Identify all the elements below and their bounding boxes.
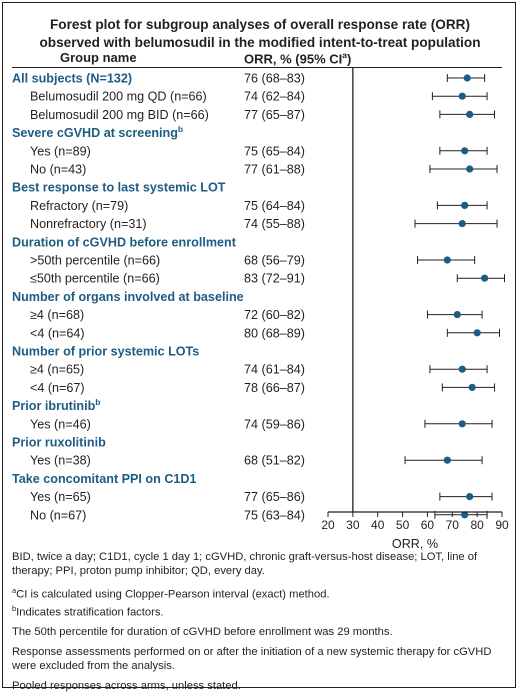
- point-estimate-marker: [458, 420, 466, 428]
- footnote-a-text: CI is calculated using Clopper-Pearson i…: [16, 588, 330, 601]
- subgroup-header: Number of prior systemic LOTs: [12, 345, 199, 359]
- point-estimate-marker: [461, 201, 469, 209]
- subgroup-label: Nonrefractory (n=31): [30, 217, 147, 231]
- point-estimate-marker: [453, 311, 461, 319]
- point-estimate-marker: [461, 511, 469, 519]
- footnote-response: Response assessments performed on or aft…: [12, 646, 492, 673]
- orr-value: 77 (65–87): [244, 108, 305, 122]
- subgroup-label: Yes (n=38): [30, 454, 91, 468]
- footnote-b: bIndicates stratification factors.: [12, 602, 508, 620]
- orr-value: 74 (55–88): [244, 217, 305, 231]
- x-tick-label: 20: [321, 518, 335, 532]
- point-estimate-marker: [466, 110, 474, 118]
- orr-value: 75 (64–84): [244, 199, 305, 213]
- footnote-b-mark: b: [12, 603, 17, 613]
- subgroup-label: <4 (n=64): [30, 326, 85, 340]
- subgroup-header: Severe cGVHD at screeningb: [12, 124, 183, 140]
- x-tick-label: 90: [495, 518, 509, 532]
- point-estimate-marker: [466, 165, 474, 173]
- orr-value: 74 (62–84): [244, 90, 305, 104]
- point-estimate-marker: [481, 274, 489, 282]
- subgroup-header: Take concomitant PPI on C1D1: [12, 472, 197, 486]
- orr-value: 72 (60–82): [244, 308, 305, 322]
- chart-title-line-2: observed with belumosudil in the modifie…: [39, 35, 481, 50]
- x-axis-label: ORR, %: [392, 537, 438, 551]
- header-rule: [12, 67, 502, 68]
- point-estimate-marker: [443, 256, 451, 264]
- subgroup-label: No (n=67): [30, 508, 86, 522]
- subgroup-header: Prior ruxolitinib: [12, 436, 106, 450]
- orr-value: 77 (61–88): [244, 163, 305, 177]
- subgroup-header: Best response to last systemic LOT: [12, 181, 226, 195]
- x-tick-label: 80: [470, 518, 484, 532]
- subgroup-header: Number of organs involved at baseline: [12, 290, 244, 304]
- orr-value: 75 (63–84): [244, 508, 305, 522]
- point-estimate-marker: [458, 220, 466, 228]
- orr-value: 68 (56–79): [244, 254, 305, 268]
- orr-column-header: ORR, % (95% CIa): [244, 50, 351, 66]
- point-estimate-marker: [468, 383, 476, 391]
- subgroup-label: >50th percentile (n=66): [30, 254, 160, 268]
- orr-value: 68 (51–82): [244, 454, 305, 468]
- subgroup-header: All subjects (N=132): [12, 72, 132, 86]
- subgroup-label: ≤50th percentile (n=66): [30, 272, 160, 286]
- subgroup-label: <4 (n=67): [30, 381, 85, 395]
- footnote-percentile: The 50th percentile for duration of cGVH…: [12, 626, 393, 639]
- orr-header-close: ): [346, 51, 352, 67]
- subgroup-header: Prior ibrutinibb: [12, 397, 100, 413]
- orr-header-superscript: a: [342, 50, 347, 60]
- orr-value: 80 (68–89): [244, 326, 305, 340]
- subgroup-header: Duration of cGVHD before enrollment: [12, 235, 237, 249]
- footnote-a: aCI is calculated using Clopper-Pearson …: [12, 584, 508, 602]
- point-estimate-marker: [458, 92, 466, 100]
- orr-value: 75 (65–84): [244, 144, 305, 158]
- orr-value: 78 (66–87): [244, 381, 305, 395]
- x-tick-label: 40: [371, 518, 385, 532]
- orr-header-text: ORR, % (95% CI: [244, 51, 343, 67]
- footnote-b-text: Indicates stratification factors.: [16, 606, 164, 619]
- footnotes: BID, twice a day; C1D1, cycle 1 day 1; c…: [12, 550, 508, 699]
- x-tick-label: 30: [346, 518, 360, 532]
- subgroup-label: Yes (n=65): [30, 490, 91, 504]
- subgroup-label: Yes (n=89): [30, 144, 91, 158]
- point-estimate-marker: [463, 74, 471, 82]
- chart-title-line-1: Forest plot for subgroup analyses of ove…: [50, 17, 470, 32]
- footnote-a-mark: a: [12, 586, 17, 595]
- chart-title: Forest plot for subgroup analyses of ove…: [0, 16, 520, 52]
- subgroup-label: No (n=43): [30, 163, 86, 177]
- footnote-abbreviations: BID, twice a day; C1D1, cycle 1 day 1; c…: [12, 551, 478, 577]
- group-name-column-header: Group name: [60, 50, 137, 65]
- subgroup-label: Belumosudil 200 mg BID (n=66): [30, 108, 209, 122]
- orr-value: 83 (72–91): [244, 272, 305, 286]
- point-estimate-marker: [466, 493, 474, 501]
- point-estimate-marker: [473, 329, 481, 337]
- subgroup-label: Belumosudil 200 mg QD (n=66): [30, 90, 207, 104]
- x-tick-label: 70: [446, 518, 460, 532]
- orr-value: 76 (68–83): [244, 72, 305, 86]
- orr-value: 74 (59–86): [244, 417, 305, 431]
- orr-value: 77 (65–86): [244, 490, 305, 504]
- x-tick-label: 60: [421, 518, 435, 532]
- subgroup-label: Refractory (n=79): [30, 199, 128, 213]
- point-estimate-marker: [443, 456, 451, 464]
- footnote-pooled: Pooled responses across arms, unless sta…: [12, 680, 241, 693]
- point-estimate-marker: [461, 147, 469, 155]
- figure-frame: [2, 2, 516, 688]
- subgroup-label: ≥4 (n=65): [30, 363, 84, 377]
- x-tick-label: 50: [396, 518, 410, 532]
- point-estimate-marker: [458, 365, 466, 373]
- orr-value: 74 (61–84): [244, 363, 305, 377]
- subgroup-label: Yes (n=46): [30, 417, 91, 431]
- subgroup-label: ≥4 (n=68): [30, 308, 84, 322]
